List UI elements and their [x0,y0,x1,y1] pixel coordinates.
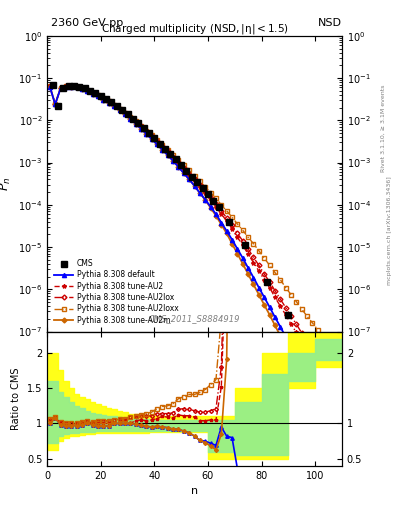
Pythia 8.308 tune-AU2m [139,125,143,132]
Text: NSD: NSD [318,18,342,28]
CMS [93,90,98,96]
Text: Rivet 3.1.10, ≥ 3.1M events: Rivet 3.1.10, ≥ 3.1M events [381,84,386,172]
Pythia 8.308 tune-AU2loxx [128,114,132,120]
CMS [50,82,55,88]
Y-axis label: $P_n$: $P_n$ [0,177,13,191]
CMS [104,96,108,102]
Pythia 8.308 tune-AU2 [128,116,132,122]
Pythia 8.308 default [230,237,234,243]
CMS [82,86,87,92]
Pythia 8.308 tune-AU2 [133,120,138,126]
Pythia 8.308 tune-AU2 [316,365,320,371]
Pythia 8.308 tune-AU2lox [310,347,315,353]
CMS [72,83,76,89]
CMS [120,106,125,113]
CMS [211,198,216,204]
Pythia 8.308 tune-AU2m [316,402,320,408]
CMS [152,135,157,141]
CMS [264,279,269,285]
CMS [189,174,194,180]
CMS [200,185,205,191]
Line: Pythia 8.308 tune-AU2loxx: Pythia 8.308 tune-AU2loxx [48,83,320,332]
CMS [61,85,66,91]
Pythia 8.308 tune-AU2lox [107,98,111,104]
Y-axis label: Ratio to CMS: Ratio to CMS [11,368,21,430]
CMS [216,204,221,210]
CMS [141,125,146,131]
Pythia 8.308 tune-AU2lox [316,355,320,361]
CMS [98,93,103,99]
Pythia 8.308 default [64,83,68,90]
CMS [179,162,184,168]
CMS [114,103,119,109]
Pythia 8.308 tune-AU2loxx [241,227,245,233]
Text: mcplots.cern.ch [arXiv:1306.3436]: mcplots.cern.ch [arXiv:1306.3436] [387,176,391,285]
CMS [243,242,248,248]
Pythia 8.308 default [112,103,116,109]
CMS [313,351,318,357]
X-axis label: n: n [191,486,198,496]
Pythia 8.308 tune-AU2m [112,103,116,109]
Pythia 8.308 tune-AU2m [48,84,52,90]
Pythia 8.308 tune-AU2loxx [224,208,229,214]
CMS [227,219,232,225]
CMS [66,83,71,89]
CMS [136,120,141,126]
Pythia 8.308 default [139,125,143,132]
Pythia 8.308 tune-AU2 [241,242,245,248]
Pythia 8.308 tune-AU2loxx [107,98,111,104]
Pythia 8.308 tune-AU2 [48,83,52,89]
CMS [168,151,173,157]
CMS [206,191,210,197]
Line: Pythia 8.308 tune-AU2: Pythia 8.308 tune-AU2 [48,84,320,370]
Pythia 8.308 tune-AU2 [107,99,111,105]
Pythia 8.308 default [246,265,250,271]
Pythia 8.308 tune-AU2m [246,271,250,277]
Line: Pythia 8.308 default: Pythia 8.308 default [48,84,320,398]
CMS [163,146,167,152]
CMS [184,168,189,174]
Line: Pythia 8.308 tune-AU2lox: Pythia 8.308 tune-AU2lox [48,84,320,360]
Pythia 8.308 default [48,84,52,90]
Pythia 8.308 tune-AU2lox [224,215,229,221]
Pythia 8.308 tune-AU2loxx [316,327,320,333]
Pythia 8.308 tune-AU2loxx [133,118,138,124]
CMS [147,130,151,136]
Pythia 8.308 default [133,120,138,126]
Pythia 8.308 tune-AU2loxx [48,82,52,89]
CMS [55,103,60,109]
Title: Charged multiplicity $(\rm NSD, |\eta| < 1.5)$: Charged multiplicity $(\rm NSD, |\eta| <… [101,22,288,36]
Text: 2360 GeV pp: 2360 GeV pp [51,18,123,28]
Pythia 8.308 tune-AU2 [224,218,229,224]
Line: CMS: CMS [50,82,318,356]
CMS [109,99,114,105]
Pythia 8.308 tune-AU2 [310,356,315,362]
CMS [195,179,200,185]
CMS [125,111,130,117]
Legend: CMS, Pythia 8.308 default, Pythia 8.308 tune-AU2, Pythia 8.308 tune-AU2lox, Pyth: CMS, Pythia 8.308 default, Pythia 8.308 … [51,256,182,328]
Pythia 8.308 tune-AU2lox [133,119,138,125]
Pythia 8.308 tune-AU2m [230,241,234,247]
CMS [286,312,291,318]
Pythia 8.308 tune-AU2loxx [310,320,315,326]
CMS [130,116,135,122]
Pythia 8.308 tune-AU2m [310,393,315,399]
Pythia 8.308 tune-AU2lox [241,238,245,244]
CMS [157,141,162,147]
Pythia 8.308 tune-AU2lox [128,114,132,120]
Line: Pythia 8.308 tune-AU2m: Pythia 8.308 tune-AU2m [48,85,320,407]
Pythia 8.308 tune-AU2m [133,120,138,126]
Pythia 8.308 default [310,383,315,390]
CMS [77,84,82,90]
CMS [173,156,178,162]
Pythia 8.308 tune-AU2m [64,83,68,90]
Text: CMS_2011_S8884919: CMS_2011_S8884919 [149,314,240,323]
Pythia 8.308 tune-AU2lox [48,83,52,89]
Pythia 8.308 default [316,393,320,399]
CMS [88,88,92,94]
